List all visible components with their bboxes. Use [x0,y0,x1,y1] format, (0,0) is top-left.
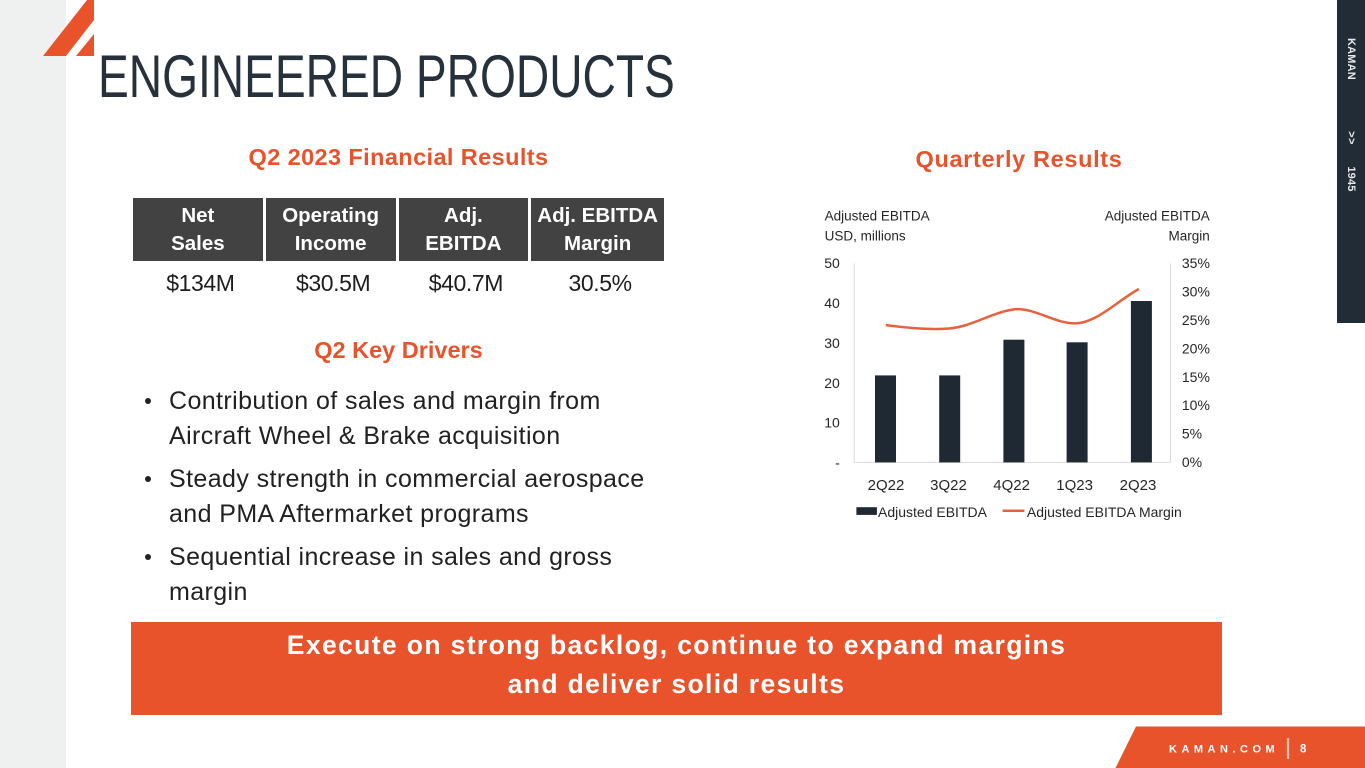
svg-text:2Q22: 2Q22 [868,477,905,494]
svg-text:4Q22: 4Q22 [993,477,1030,494]
svg-text:30%: 30% [1182,284,1210,300]
svg-text:1Q23: 1Q23 [1056,477,1093,494]
svg-text:8: 8 [1300,744,1307,756]
svg-text:Adjusted EBITDA: Adjusted EBITDA [878,504,988,520]
svg-text:Adjusted EBITDA: Adjusted EBITDA [825,208,930,223]
svg-text:25%: 25% [1182,312,1210,328]
svg-text:3Q22: 3Q22 [930,477,967,494]
svg-text:Margin: Margin [1169,228,1210,243]
svg-text:40: 40 [824,295,840,311]
svg-text:15%: 15% [1182,369,1210,385]
svg-text:10%: 10% [1182,397,1210,413]
svg-text:2Q23: 2Q23 [1120,477,1157,494]
svg-text:Adjusted EBITDA: Adjusted EBITDA [1105,208,1210,223]
svg-text:50: 50 [824,255,840,271]
svg-text:20: 20 [824,375,840,391]
svg-text:30: 30 [824,335,840,351]
svg-text:Adjusted EBITDA Margin: Adjusted EBITDA Margin [1027,504,1182,520]
svg-text:20%: 20% [1182,340,1210,356]
svg-text:5%: 5% [1182,426,1202,442]
svg-text:KAMAN.COM: KAMAN.COM [1169,744,1279,756]
svg-text:35%: 35% [1182,255,1210,271]
svg-text:0%: 0% [1182,454,1202,470]
svg-text:USD, millions: USD, millions [825,228,906,243]
svg-text:-: - [835,454,840,470]
svg-text:10: 10 [824,415,840,431]
